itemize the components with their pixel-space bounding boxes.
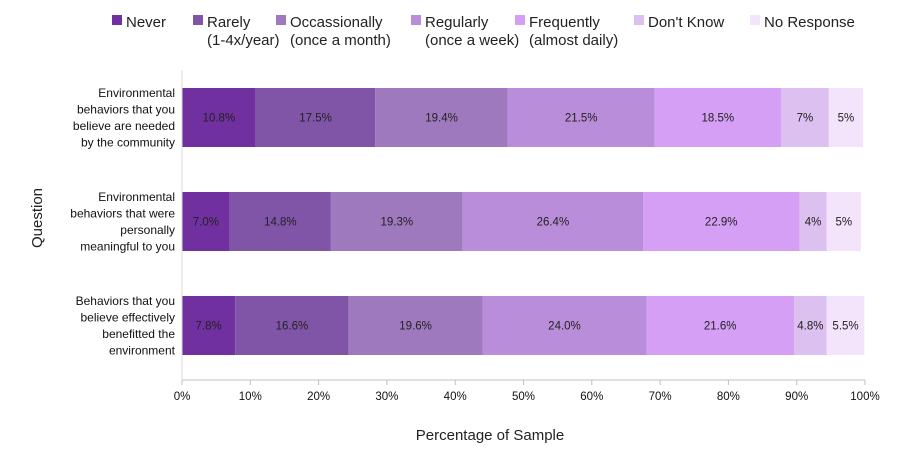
data-label: 24.0% <box>548 321 581 333</box>
x-tick-label: 40% <box>444 391 467 403</box>
data-label: 7.0% <box>193 217 219 229</box>
legend-swatch <box>634 15 644 25</box>
bar-segment <box>229 192 331 251</box>
category-label: meaningful to you <box>80 239 175 253</box>
legend-label: Never <box>126 14 166 31</box>
category-label: Environmental <box>98 190 175 204</box>
bar-segment <box>482 296 647 355</box>
data-label: 16.6% <box>276 321 309 333</box>
legend-label: (once a week) <box>425 32 519 49</box>
data-label: 5% <box>838 113 855 125</box>
x-tick-label: 20% <box>307 391 330 403</box>
legend-swatch <box>112 15 122 25</box>
legend-label: Regularly <box>425 14 489 31</box>
x-tick-label: 100% <box>850 391 879 403</box>
bar-segment <box>826 296 865 355</box>
data-label: 26.4% <box>537 217 570 229</box>
category-label: environment <box>109 343 176 357</box>
legend-label: (once a month) <box>290 32 391 49</box>
category-label: behaviors that you <box>77 102 175 116</box>
bar-segment <box>182 296 236 355</box>
bar-segment <box>182 192 230 251</box>
x-tick-label: 80% <box>717 391 740 403</box>
legend-label: (1-4x/year) <box>207 32 280 49</box>
data-label: 21.6% <box>704 321 737 333</box>
category-label: Behaviors that you <box>76 294 175 308</box>
bar-segment <box>182 88 256 147</box>
x-axis-title: Percentage of Sample <box>416 427 564 444</box>
legend-swatch <box>276 15 286 25</box>
bar-segment <box>507 88 655 147</box>
legend-swatch <box>193 15 203 25</box>
bars: 10.8% 17.5% 19.4% 21.5% 18.5% 7% 5% 7.0% 14.8% 19… <box>182 88 865 355</box>
bar-segment <box>828 88 863 147</box>
category-labels: Environmental behaviors that you believe a… <box>70 86 175 358</box>
category-label: by the community <box>81 135 175 149</box>
data-label: 19.6% <box>399 321 432 333</box>
bar-segment <box>826 192 861 251</box>
legend-label: Don't Know <box>648 14 724 31</box>
legend-label: No Response <box>764 14 855 31</box>
x-axis: 0% 10% 20% 30% 40% 50% 60% 70% 80% 90% 100% <box>174 70 880 403</box>
bar-segment <box>255 88 376 147</box>
x-tick-label: 10% <box>239 391 262 403</box>
x-tick-label: 0% <box>174 391 191 403</box>
data-label: 18.5% <box>702 113 735 125</box>
legend: Never Rarely(1-4x/year)Occassionally(once… <box>112 14 855 49</box>
bar-segment <box>646 296 794 355</box>
data-label: 19.4% <box>425 113 458 125</box>
legend-label: Rarely <box>207 14 251 31</box>
data-label: 5% <box>836 217 853 229</box>
data-label: 4% <box>805 217 822 229</box>
data-label: 14.8% <box>264 217 297 229</box>
legend-label: Frequently <box>529 14 600 31</box>
category-label: Environmental <box>98 86 175 100</box>
data-label: 5.5% <box>832 321 858 333</box>
y-axis-title-group: Question <box>29 188 46 248</box>
category-label: benefitted the <box>102 327 175 341</box>
bar-segment <box>643 192 800 251</box>
data-label: 4.8% <box>797 321 823 333</box>
bar-segment <box>330 192 463 251</box>
legend-label: (almost daily) <box>529 32 618 49</box>
x-tick-label: 50% <box>512 391 535 403</box>
category-label: behaviors that were <box>70 206 175 220</box>
data-label: 21.5% <box>565 113 598 125</box>
bar-segment <box>780 88 829 147</box>
bar-segment <box>235 296 349 355</box>
x-tick-label: 60% <box>580 391 603 403</box>
bar-segment <box>462 192 644 251</box>
bar-segment <box>654 88 781 147</box>
legend-swatch <box>411 15 421 25</box>
x-tick-label: 30% <box>375 391 398 403</box>
bar-segment <box>348 296 483 355</box>
data-label: 19.3% <box>380 217 413 229</box>
x-tick-label: 70% <box>649 391 672 403</box>
bar-segment <box>375 88 508 147</box>
category-label: believe are needed <box>73 119 175 133</box>
bar-segment <box>799 192 827 251</box>
y-axis-title: Question <box>29 188 46 248</box>
bar-segment <box>793 296 827 355</box>
data-label: 10.8% <box>203 113 236 125</box>
legend-swatch <box>515 15 525 25</box>
data-label: 17.5% <box>299 113 332 125</box>
data-label: 7.8% <box>196 321 222 333</box>
category-label: personally <box>120 223 175 237</box>
legend-swatch <box>750 15 760 25</box>
legend-label: Occassionally <box>290 14 383 31</box>
x-tick-label: 90% <box>785 391 808 403</box>
data-label: 7% <box>797 113 814 125</box>
category-label: believe effectively <box>81 310 176 324</box>
data-label: 22.9% <box>705 217 738 229</box>
